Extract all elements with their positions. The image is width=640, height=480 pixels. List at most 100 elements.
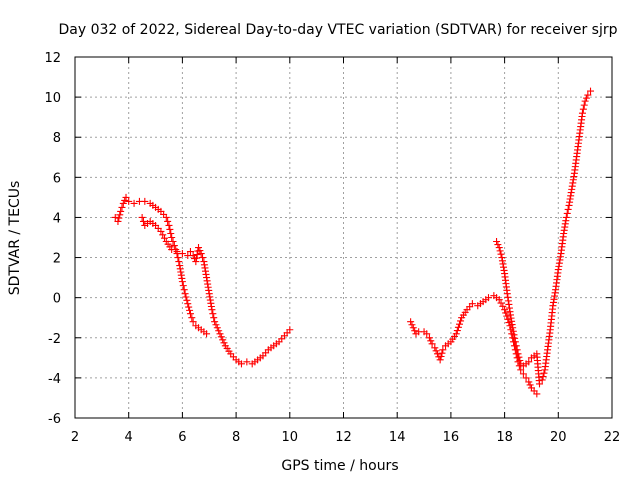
data-point bbox=[495, 244, 503, 252]
data-point bbox=[428, 340, 436, 348]
data-point bbox=[121, 196, 129, 204]
data-point bbox=[501, 306, 509, 314]
data-point bbox=[515, 353, 523, 361]
data-point bbox=[196, 247, 204, 255]
data-point bbox=[526, 381, 534, 389]
data-point bbox=[436, 356, 444, 364]
y-tick-label: -2 bbox=[48, 332, 61, 347]
data-point bbox=[162, 213, 170, 221]
data-point bbox=[539, 373, 547, 381]
data-point bbox=[243, 358, 251, 366]
data-point bbox=[164, 217, 172, 225]
data-point bbox=[174, 254, 182, 262]
data-point bbox=[186, 306, 194, 314]
data-point bbox=[119, 199, 127, 207]
data-point bbox=[165, 221, 173, 229]
y-tick-label: -4 bbox=[48, 372, 61, 387]
data-point bbox=[453, 327, 461, 335]
data-point bbox=[219, 336, 227, 344]
data-point bbox=[533, 390, 541, 398]
data-point bbox=[407, 318, 415, 326]
data-point bbox=[509, 324, 517, 332]
data-point bbox=[139, 217, 147, 225]
data-point bbox=[510, 331, 518, 339]
data-point bbox=[562, 213, 570, 221]
data-point bbox=[211, 318, 219, 326]
data-point bbox=[455, 320, 463, 328]
data-point bbox=[286, 326, 294, 334]
data-point bbox=[504, 315, 512, 323]
data-point bbox=[581, 97, 589, 105]
data-point bbox=[114, 217, 122, 225]
y-tick-label: 2 bbox=[53, 252, 61, 267]
data-point bbox=[170, 242, 178, 250]
data-point bbox=[522, 374, 530, 382]
data-point bbox=[536, 380, 544, 388]
data-point bbox=[210, 314, 218, 322]
data-point bbox=[514, 350, 522, 358]
data-point bbox=[437, 352, 445, 360]
x-axis-label: GPS time / hours bbox=[281, 458, 398, 474]
data-point bbox=[175, 258, 183, 266]
y-axis-label: SDTVAR / TECUs bbox=[7, 181, 23, 296]
data-point bbox=[178, 250, 186, 258]
data-point bbox=[454, 323, 462, 331]
data-point bbox=[122, 193, 130, 201]
data-point bbox=[186, 248, 194, 256]
data-point bbox=[199, 254, 207, 262]
data-point bbox=[115, 214, 123, 222]
data-point bbox=[511, 338, 519, 346]
data-point bbox=[213, 324, 221, 332]
data-point bbox=[580, 101, 588, 109]
data-point bbox=[183, 296, 191, 304]
chart-title: Day 032 of 2022, Sidereal Day-to-day VTE… bbox=[58, 22, 617, 38]
x-tick-label: 10 bbox=[282, 430, 299, 445]
data-point bbox=[408, 321, 416, 329]
data-point bbox=[181, 290, 189, 298]
data-point bbox=[438, 349, 446, 357]
data-point bbox=[209, 310, 217, 318]
y-tick-label: 12 bbox=[44, 51, 61, 66]
data-point bbox=[184, 300, 192, 308]
data-point bbox=[452, 330, 460, 338]
data-point bbox=[497, 250, 505, 258]
data-point bbox=[468, 300, 476, 308]
data-point bbox=[118, 203, 126, 211]
data-point bbox=[168, 234, 176, 241]
data-point bbox=[138, 213, 146, 221]
x-tick-label: 16 bbox=[443, 430, 460, 445]
data-point bbox=[166, 225, 174, 233]
data-point bbox=[169, 238, 177, 246]
data-point bbox=[212, 321, 220, 329]
plot-frame bbox=[74, 56, 613, 419]
data-point bbox=[185, 303, 193, 311]
data-point bbox=[192, 254, 200, 262]
data-point bbox=[188, 314, 196, 322]
data-point bbox=[217, 333, 225, 341]
data-point bbox=[431, 344, 439, 352]
data-point bbox=[433, 350, 441, 358]
data-point bbox=[411, 327, 419, 335]
data-point bbox=[425, 334, 433, 342]
data-point bbox=[457, 317, 465, 325]
data-point bbox=[208, 306, 216, 314]
data-point bbox=[538, 376, 546, 384]
data-point bbox=[216, 330, 224, 338]
data-point bbox=[197, 250, 205, 258]
data-point bbox=[439, 346, 447, 354]
data-point bbox=[167, 229, 175, 237]
data-point bbox=[525, 358, 533, 366]
y-tick-label: 6 bbox=[53, 171, 61, 186]
data-point bbox=[432, 347, 440, 355]
x-tick-label: 14 bbox=[389, 430, 406, 445]
data-point bbox=[189, 318, 197, 326]
x-tick-label: 22 bbox=[604, 430, 621, 445]
y-tick-label: 0 bbox=[53, 292, 61, 307]
data-point bbox=[409, 324, 417, 332]
x-tick-label: 8 bbox=[232, 430, 240, 445]
data-point bbox=[503, 312, 511, 320]
data-point bbox=[168, 246, 176, 254]
data-point bbox=[584, 91, 592, 99]
data-point bbox=[563, 209, 571, 217]
data-point bbox=[494, 241, 502, 249]
